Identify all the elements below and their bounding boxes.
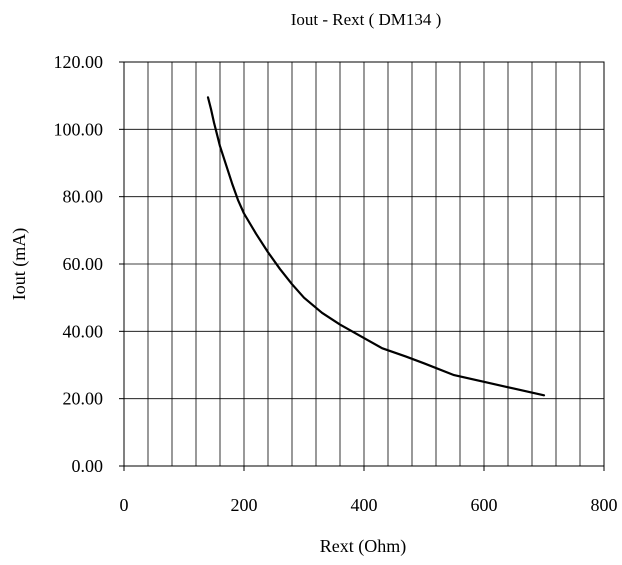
- y-tick-label: 20.00: [63, 389, 104, 409]
- y-tick-label: 0.00: [72, 456, 104, 476]
- y-axis-label: Iout (mA): [9, 228, 30, 300]
- x-tick-label: 800: [591, 495, 618, 515]
- y-tick-label: 100.00: [54, 119, 104, 139]
- tick-labels: 0 200 400 600 800 0.00 20.00 40.00 60.00 80.00 100…: [54, 52, 618, 515]
- y-tick-label: 60.00: [63, 254, 104, 274]
- x-tick-label: 600: [471, 495, 498, 515]
- x-tick-label: 0: [120, 495, 129, 515]
- y-tick-label: 40.00: [63, 321, 104, 341]
- series-line: [206, 96, 546, 397]
- y-tick-label: 120.00: [54, 52, 104, 72]
- chart-title: Iout - Rext ( DM134 ): [291, 10, 442, 29]
- grid: [124, 62, 604, 466]
- x-tick-label: 200: [231, 495, 258, 515]
- x-tick-label: 400: [351, 495, 378, 515]
- axis-ticks: [119, 61, 605, 471]
- y-tick-label: 80.00: [63, 187, 104, 207]
- x-axis-label: Rext (Ohm): [320, 536, 406, 557]
